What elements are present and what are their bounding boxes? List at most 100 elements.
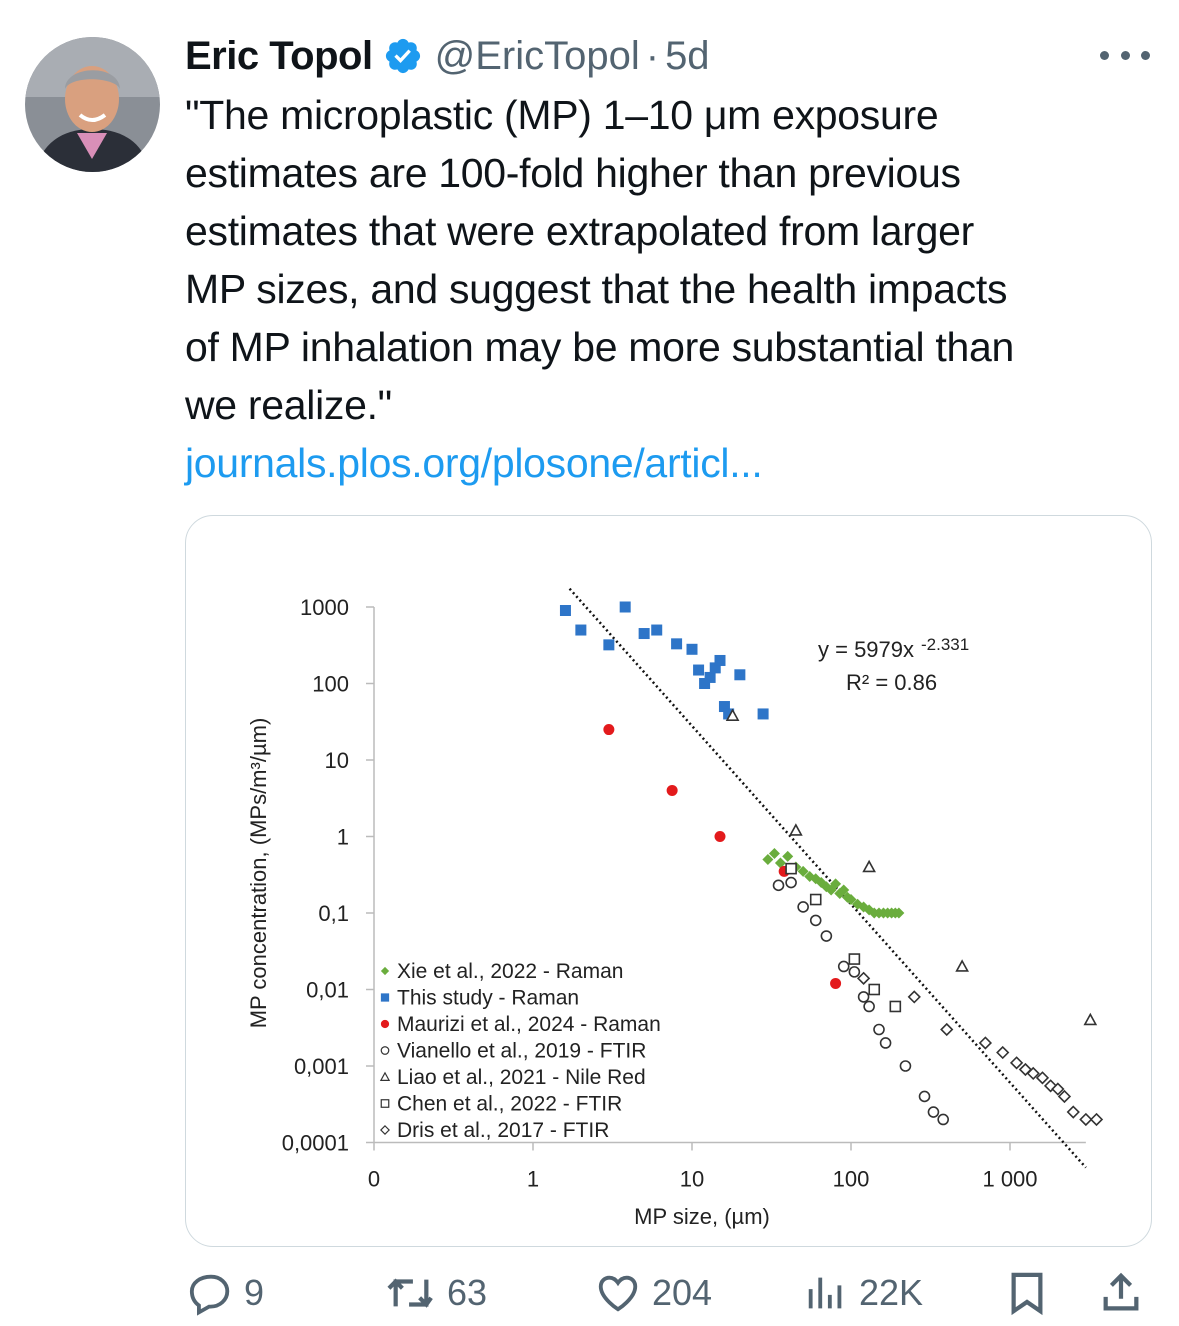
more-options-icon[interactable] <box>1100 40 1150 70</box>
data-point-series-3 <box>873 1023 885 1036</box>
data-point-series-6 <box>978 1036 993 1050</box>
y-tick-label: 0,1 <box>318 901 349 926</box>
y-tick-label: 1 <box>337 825 349 850</box>
author-name[interactable]: Eric Topol <box>185 33 373 78</box>
separator-dot: · <box>645 33 660 78</box>
person-avatar <box>25 37 160 172</box>
data-point-series-2 <box>714 831 726 842</box>
retweet-button[interactable]: 63 <box>385 1270 487 1316</box>
author-handle[interactable]: @EricTopol <box>434 33 640 78</box>
data-point-series-6 <box>1089 1112 1104 1127</box>
trendline <box>568 587 1087 1169</box>
views-icon <box>808 1277 842 1309</box>
data-point-series-4 <box>725 708 740 721</box>
avatar[interactable] <box>25 37 160 172</box>
r-squared-label: R² = 0.86 <box>846 670 937 695</box>
tweet-header: Eric Topol @EricTopol · 5d <box>185 28 710 84</box>
data-point-series-3 <box>848 966 861 978</box>
x-tick-label: 1 000 <box>982 1167 1037 1192</box>
data-point-series-5 <box>868 983 881 996</box>
legend-marker <box>379 1071 391 1081</box>
x-tick-label: 1 <box>527 1167 539 1192</box>
tweet-line: MP sizes, and suggest that the health im… <box>185 266 1008 312</box>
data-point-series-6 <box>1009 1056 1024 1070</box>
data-point-series-3 <box>918 1090 931 1103</box>
trendline-exponent: -2.331 <box>921 635 969 654</box>
views-button[interactable]: 22K <box>803 1270 923 1316</box>
y-axis-label: MP concentration, (MPs/m³/µm) <box>246 718 271 1029</box>
y-tick-label: 0,001 <box>294 1054 349 1079</box>
data-point-series-4 <box>789 823 803 836</box>
data-point-series-1 <box>693 664 705 676</box>
y-tick-label: 1000 <box>300 595 349 620</box>
data-point-series-3 <box>785 876 797 889</box>
data-point-series-4 <box>1083 1012 1098 1026</box>
legend-entry: Vianello et al., 2019 - FTIR <box>397 1040 646 1063</box>
data-point-series-1 <box>651 624 663 636</box>
data-point-series-0 <box>804 871 816 883</box>
data-point-series-3 <box>797 901 809 913</box>
x-axis-label: MP size, (µm) <box>634 1204 770 1229</box>
data-point-series-0 <box>768 847 780 859</box>
y-tick-label: 0,01 <box>306 978 349 1003</box>
retweet-count: 63 <box>447 1272 488 1313</box>
legend-marker <box>380 993 390 1002</box>
data-point-series-3 <box>879 1037 892 1049</box>
x-tick-label: 100 <box>833 1167 870 1192</box>
data-point-series-3 <box>937 1113 949 1126</box>
tweet-time[interactable]: 5d <box>665 33 710 78</box>
scatter-chart: 1000 100 10 1 0,1 0,01 0,001 0,0001 0 1 10 100 1 000… <box>246 587 1104 1229</box>
bookmark-button[interactable] <box>1006 1270 1058 1316</box>
data-point-series-6 <box>856 971 871 985</box>
reply-count: 9 <box>244 1272 265 1313</box>
data-point-series-5 <box>889 1000 902 1013</box>
data-point-series-3 <box>863 1000 875 1013</box>
data-point-series-3 <box>899 1060 912 1072</box>
data-point-series-5 <box>785 862 797 875</box>
chart-image-card[interactable]: 1000 100 10 1 0,1 0,01 0,001 0,0001 0 1 10 100 1 000… <box>185 515 1152 1247</box>
bookmark-icon <box>1011 1272 1043 1316</box>
legend-marker <box>380 1099 390 1108</box>
tweet-line: "The microplastic (MP) 1–10 μm exposure <box>185 92 939 138</box>
data-point-series-1 <box>638 628 650 640</box>
reply-button[interactable]: 9 <box>188 1270 264 1316</box>
data-point-series-4 <box>955 959 969 972</box>
data-point-series-3 <box>809 914 822 927</box>
data-point-series-1 <box>723 708 735 720</box>
data-point-series-6 <box>1057 1089 1072 1104</box>
x-tick-label: 10 <box>680 1167 704 1192</box>
data-point-series-1 <box>709 662 721 674</box>
data-point-series-0 <box>820 881 832 893</box>
legend-entry: Maurizi et al., 2024 - Raman <box>397 1013 661 1036</box>
data-point-series-3 <box>837 960 850 973</box>
action-bar: 9 63 204 22K <box>0 1262 1179 1326</box>
data-point-series-6 <box>1026 1066 1040 1081</box>
like-button[interactable]: 204 <box>594 1270 712 1316</box>
reply-icon <box>189 1274 230 1316</box>
share-button[interactable] <box>1098 1270 1154 1316</box>
data-point-series-3 <box>820 930 833 942</box>
legend-entry: This study - Raman <box>397 987 579 1010</box>
data-point-series-3 <box>772 879 785 892</box>
data-point-series-1 <box>686 643 698 655</box>
legend-marker <box>380 1019 390 1029</box>
data-point-series-6 <box>1066 1105 1080 1119</box>
data-point-series-0 <box>762 854 774 866</box>
like-count: 204 <box>652 1272 713 1313</box>
article-link[interactable]: journals.plos.org/plosone/articl... <box>185 440 763 486</box>
legend-marker <box>380 1125 390 1135</box>
like-icon <box>598 1275 638 1312</box>
data-point-series-0 <box>893 907 905 919</box>
data-point-series-1 <box>704 671 716 683</box>
data-point-series-1 <box>619 601 631 613</box>
data-point-series-1 <box>575 624 587 636</box>
tweet-text: "The microplastic (MP) 1–10 μm exposure … <box>185 86 1145 492</box>
data-point-series-0 <box>797 865 809 877</box>
tweet-line: estimates that were extrapolated from la… <box>185 208 974 254</box>
trendline-equation: y = 5979x <box>818 637 914 662</box>
data-point-series-5 <box>848 953 861 965</box>
views-count: 22K <box>859 1272 924 1313</box>
data-point-series-2 <box>666 784 678 796</box>
data-point-series-5 <box>809 893 822 906</box>
tweet-line: we realize." <box>185 382 392 428</box>
